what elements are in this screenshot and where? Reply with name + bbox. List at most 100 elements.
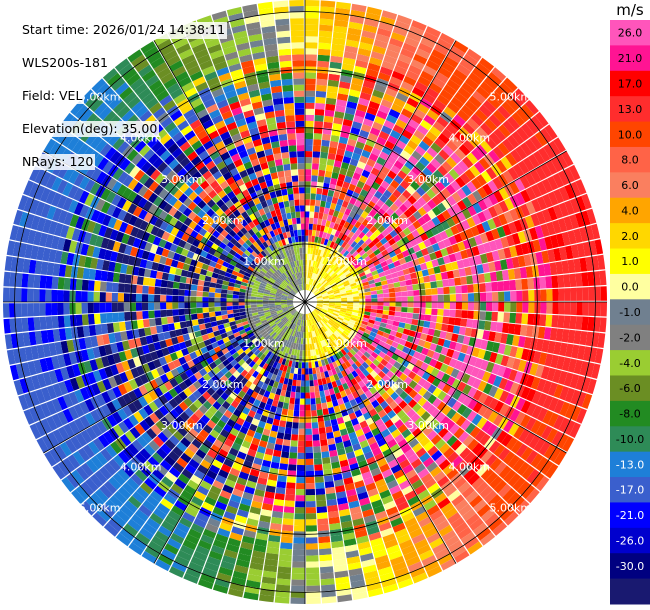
velocity-gate [295,489,305,496]
velocity-gate [347,95,359,104]
velocity-gate [326,240,332,247]
velocity-gate [457,87,472,100]
velocity-gate [209,316,217,323]
velocity-gate [388,310,396,316]
velocity-gate [361,234,369,242]
velocity-gate [415,345,424,354]
velocity-gate [527,278,535,290]
velocity-gate [451,333,459,342]
velocity-gate [441,323,449,332]
velocity-gate [540,366,550,380]
velocity-gate [356,161,366,170]
velocity-gate [382,310,390,315]
velocity-gate [357,215,365,224]
velocity-gate [520,142,533,157]
velocity-gate [320,572,334,580]
velocity-gate [359,92,372,101]
velocity-gate [372,324,380,330]
velocity-gate [312,287,317,293]
velocity-gate [453,164,465,176]
velocity-gate [407,170,418,181]
velocity-gate [515,347,524,359]
velocity-gate [376,313,383,318]
velocity-gate [456,211,467,222]
velocity-gate [310,187,317,194]
velocity-gate [307,278,310,285]
velocity-gate [480,170,492,183]
velocity-gate [351,152,361,161]
velocity-gate [355,332,363,338]
velocity-gate [498,377,508,390]
velocity-gate [292,561,305,568]
velocity-gate [308,272,312,279]
velocity-gate [535,422,548,437]
velocity-gate [136,285,143,294]
velocity-gate [334,204,342,212]
velocity-gate [307,284,310,291]
velocity-gate [321,309,328,313]
velocity-gate [422,31,439,44]
velocity-gate [344,315,351,320]
velocity-gate [570,287,577,301]
velocity-gate [350,241,358,248]
velocity-gate [360,210,369,219]
velocity-gate [349,257,357,264]
velocity-gate [332,123,342,131]
velocity-gate [376,344,384,351]
velocity-gate [453,69,468,82]
velocity-gate [453,40,469,54]
velocity-gate [544,353,554,367]
velocity-gate [387,170,397,180]
velocity-gate [311,422,319,429]
velocity-gate [354,65,367,75]
velocity-gate [313,452,322,459]
velocity-gate [298,422,305,429]
velocity-gate [306,573,320,580]
velocity-gate [310,241,315,249]
velocity-gate [491,363,501,375]
velocity-gate [198,274,206,281]
velocity-gate [316,372,322,380]
velocity-gate [326,195,333,203]
velocity-gate [457,109,470,122]
velocity-gate [587,316,595,332]
velocity-gate [305,350,308,357]
velocity-gate [353,324,361,330]
velocity-gate [457,352,466,362]
velocity-gate [328,297,335,300]
velocity-gate [563,167,575,183]
velocity-gate [382,288,390,294]
velocity-gate [312,248,317,255]
velocity-gate [558,417,570,433]
velocity-gate [373,212,382,221]
velocity-gate [220,293,227,298]
velocity-gate [161,324,170,333]
velocity-gate [389,203,399,212]
velocity-gate [386,246,394,254]
velocity-gate [456,259,465,269]
velocity-gate [476,264,484,274]
velocity-gate [492,177,504,190]
velocity-gate [75,279,83,291]
velocity-gate [365,138,376,148]
velocity-gate [582,241,592,257]
velocity-gate [454,277,462,286]
velocity-gate [498,200,509,213]
velocity-gate [388,108,401,119]
velocity-gate [335,298,342,301]
velocity-gate [332,287,339,292]
velocity-gate [520,400,532,414]
velocity-gate [191,319,199,326]
velocity-gate [100,313,107,324]
velocity-gate [502,170,514,184]
velocity-gate [308,362,312,369]
velocity-gate [514,192,526,206]
velocity-gate [301,368,305,375]
velocity-gate [391,70,405,81]
velocity-gate [285,421,293,429]
velocity-gate [319,554,333,562]
velocity-gate [406,335,415,343]
velocity-gate [426,188,436,199]
velocity-gate [359,175,368,184]
velocity-gate [412,201,422,211]
